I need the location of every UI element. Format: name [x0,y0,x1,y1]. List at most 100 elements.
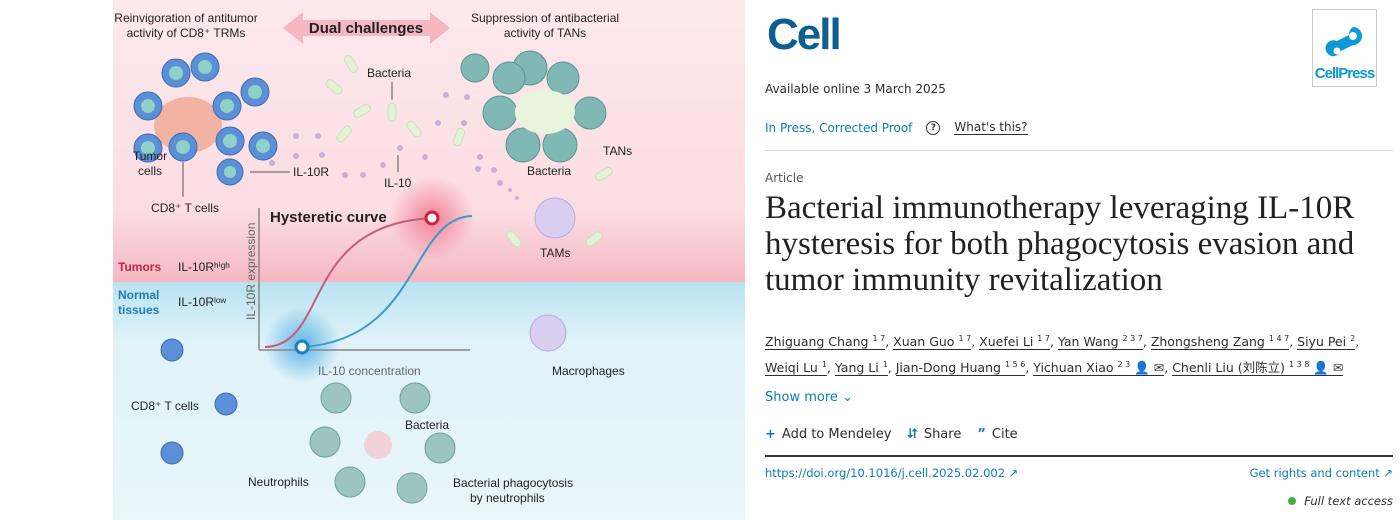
help-icon[interactable]: ? [926,120,941,135]
x-axis-label: IL-10 concentration [318,364,421,378]
cellpress-mark-icon [1325,27,1362,57]
plus-icon: + [765,427,776,442]
label: CD8⁺ T cells [131,399,199,413]
author-name: Xuefei Li [979,334,1034,350]
author-name: Weiqi Lu [765,360,818,376]
tumors-label: Tumors [118,260,161,274]
graphical-abstract: Dual challenges Reinvigoration of antitu… [113,0,745,520]
label: IL-10Rˡᵒʷ [178,295,226,309]
label: IL-10Rʰⁱᵍʰ [178,260,230,274]
whats-this-link[interactable]: What's this? [954,120,1028,135]
tumor-cluster [133,52,278,186]
add-to-mendeley-button[interactable]: + Add to Mendeley [765,427,891,442]
article-header: Cell CellPress Available online 3 March … [765,0,1393,520]
article-status: In Press, Corrected Proof ? What's this? [765,120,1028,135]
author-name: Yichuan Xiao [1033,360,1114,376]
label: Tumor [133,149,167,163]
show-more-button[interactable]: Show more ⌄ [765,390,853,405]
author-link[interactable]: Yang Li 1 [834,360,888,377]
author-name: Yan Wang [1057,334,1119,350]
dual-challenges-label: Dual challenges [309,20,423,37]
y-axis-label: IL-10R expression [244,223,258,320]
label: Neutrophils [248,475,309,489]
affiliation-sup: 1 [821,360,827,370]
affiliation-sup: 1 5 6 [1004,360,1026,370]
affiliation-sup: 2 3 7 [1122,334,1143,343]
article-title: Bacterial immunotherapy leveraging IL-10… [765,190,1355,298]
label: TAMs [540,246,570,260]
doi-link[interactable]: https://doi.org/10.1016/j.cell.2025.02.0… [765,466,1019,480]
show-more-label: Show more [765,390,838,405]
tan-cluster [460,50,607,163]
author-link[interactable]: Yan Wang 2 3 7 [1057,334,1143,351]
author-link[interactable]: Xuan Guo 1 7 [893,334,972,351]
article-type: Article [765,171,804,185]
get-rights-link[interactable]: Get rights and content ↗ [1249,466,1393,480]
label: IL-10 [384,176,412,190]
label: Reinvigoration of antitumor [114,11,257,25]
macrophage-cell [529,314,567,352]
affiliation-sup: 1 7 [1037,334,1051,343]
author-link[interactable]: Xuefei Li 1 7 [979,334,1051,351]
hysteretic-curve-label: Hysteretic curve [270,209,387,226]
quote-icon: ” [977,427,986,442]
label: by neutrophils [470,491,545,505]
author-link[interactable]: Zhongsheng Zang 1 4 7 [1150,334,1290,351]
label: IL-10R [293,165,329,179]
author-name: Chenli Liu (刘陈立) [1172,360,1285,376]
author-link[interactable]: Zhiguang Chang 1 7 [765,334,886,351]
affiliation-sup: 1 3 8 [1288,360,1310,370]
author-link[interactable]: Siyu Pei 2 [1297,334,1356,351]
cellpress-logo[interactable]: CellPress [1312,9,1377,87]
share-icon: ⮃ [907,427,918,442]
chevron-down-icon: ⌄ [842,390,853,405]
label: CD8⁺ T cells [151,201,219,215]
curve-low [301,215,473,348]
author-link[interactable]: Jian-Dong Huang 1 5 6 [895,360,1026,377]
affiliation-sup: 2 [1350,334,1356,343]
access-status: Full text access [1288,494,1393,508]
cell-journal-logo[interactable]: Cell [767,10,842,59]
cite-label: Cite [991,427,1018,442]
share-button[interactable]: ⮃ Share [907,427,961,442]
label: Macrophages [552,364,625,378]
author-contact-icons[interactable]: 👤 ✉ [1313,360,1344,376]
normal-tissues-label: tissues [118,303,160,317]
dual-arrow [283,12,450,44]
label: Bacterial phagocytosis [453,476,573,490]
affiliation-sup: 1 [882,360,888,370]
label: Bacteria [527,164,571,178]
author-link[interactable]: Chenli Liu (刘陈立) 1 3 8 👤 ✉ [1172,360,1344,377]
tam-cell [534,197,576,239]
available-online: Available online 3 March 2025 [765,82,946,96]
cite-button[interactable]: ” Cite [977,427,1017,442]
affiliation-sup: 1 7 [958,334,972,343]
normal-tissues-label: Normal [118,288,159,302]
low-state-marker [294,339,310,355]
label: activity of TANs [504,26,586,40]
label: TANs [603,144,632,158]
author-name: Zhiguang Chang [765,334,869,350]
label: cells [138,164,162,178]
mendeley-label: Add to Mendeley [781,427,892,442]
author-name: Jian-Dong Huang [895,360,1001,376]
cellpress-text: CellPress [1314,65,1375,82]
affiliation-sup: 1 4 7 [1268,334,1290,343]
label: Suppression of antibacterial [471,11,619,25]
label: Bacteria [367,66,411,80]
author-list: Zhiguang Chang 1 7, Xuan Guo 1 7, Xuefei… [765,334,1360,377]
author-link[interactable]: Yichuan Xiao 2 3 👤 ✉ [1033,360,1165,377]
divider [765,150,1393,151]
author-name: Xuan Guo [893,334,955,350]
high-state-marker [424,210,440,226]
access-dot-icon [1288,497,1297,505]
in-press-link[interactable]: In Press, Corrected Proof [765,120,913,135]
curve-high [264,217,433,348]
author-contact-icons[interactable]: 👤 ✉ [1134,360,1165,376]
affiliation-sup: 2 3 [1117,360,1131,370]
author-name: Yang Li [834,360,879,376]
author-name: Zhongsheng Zang [1150,334,1265,350]
label: activity of CD8⁺ TRMs [127,26,246,40]
label: Bacteria [405,418,449,432]
author-link[interactable]: Weiqi Lu 1 [765,360,827,377]
